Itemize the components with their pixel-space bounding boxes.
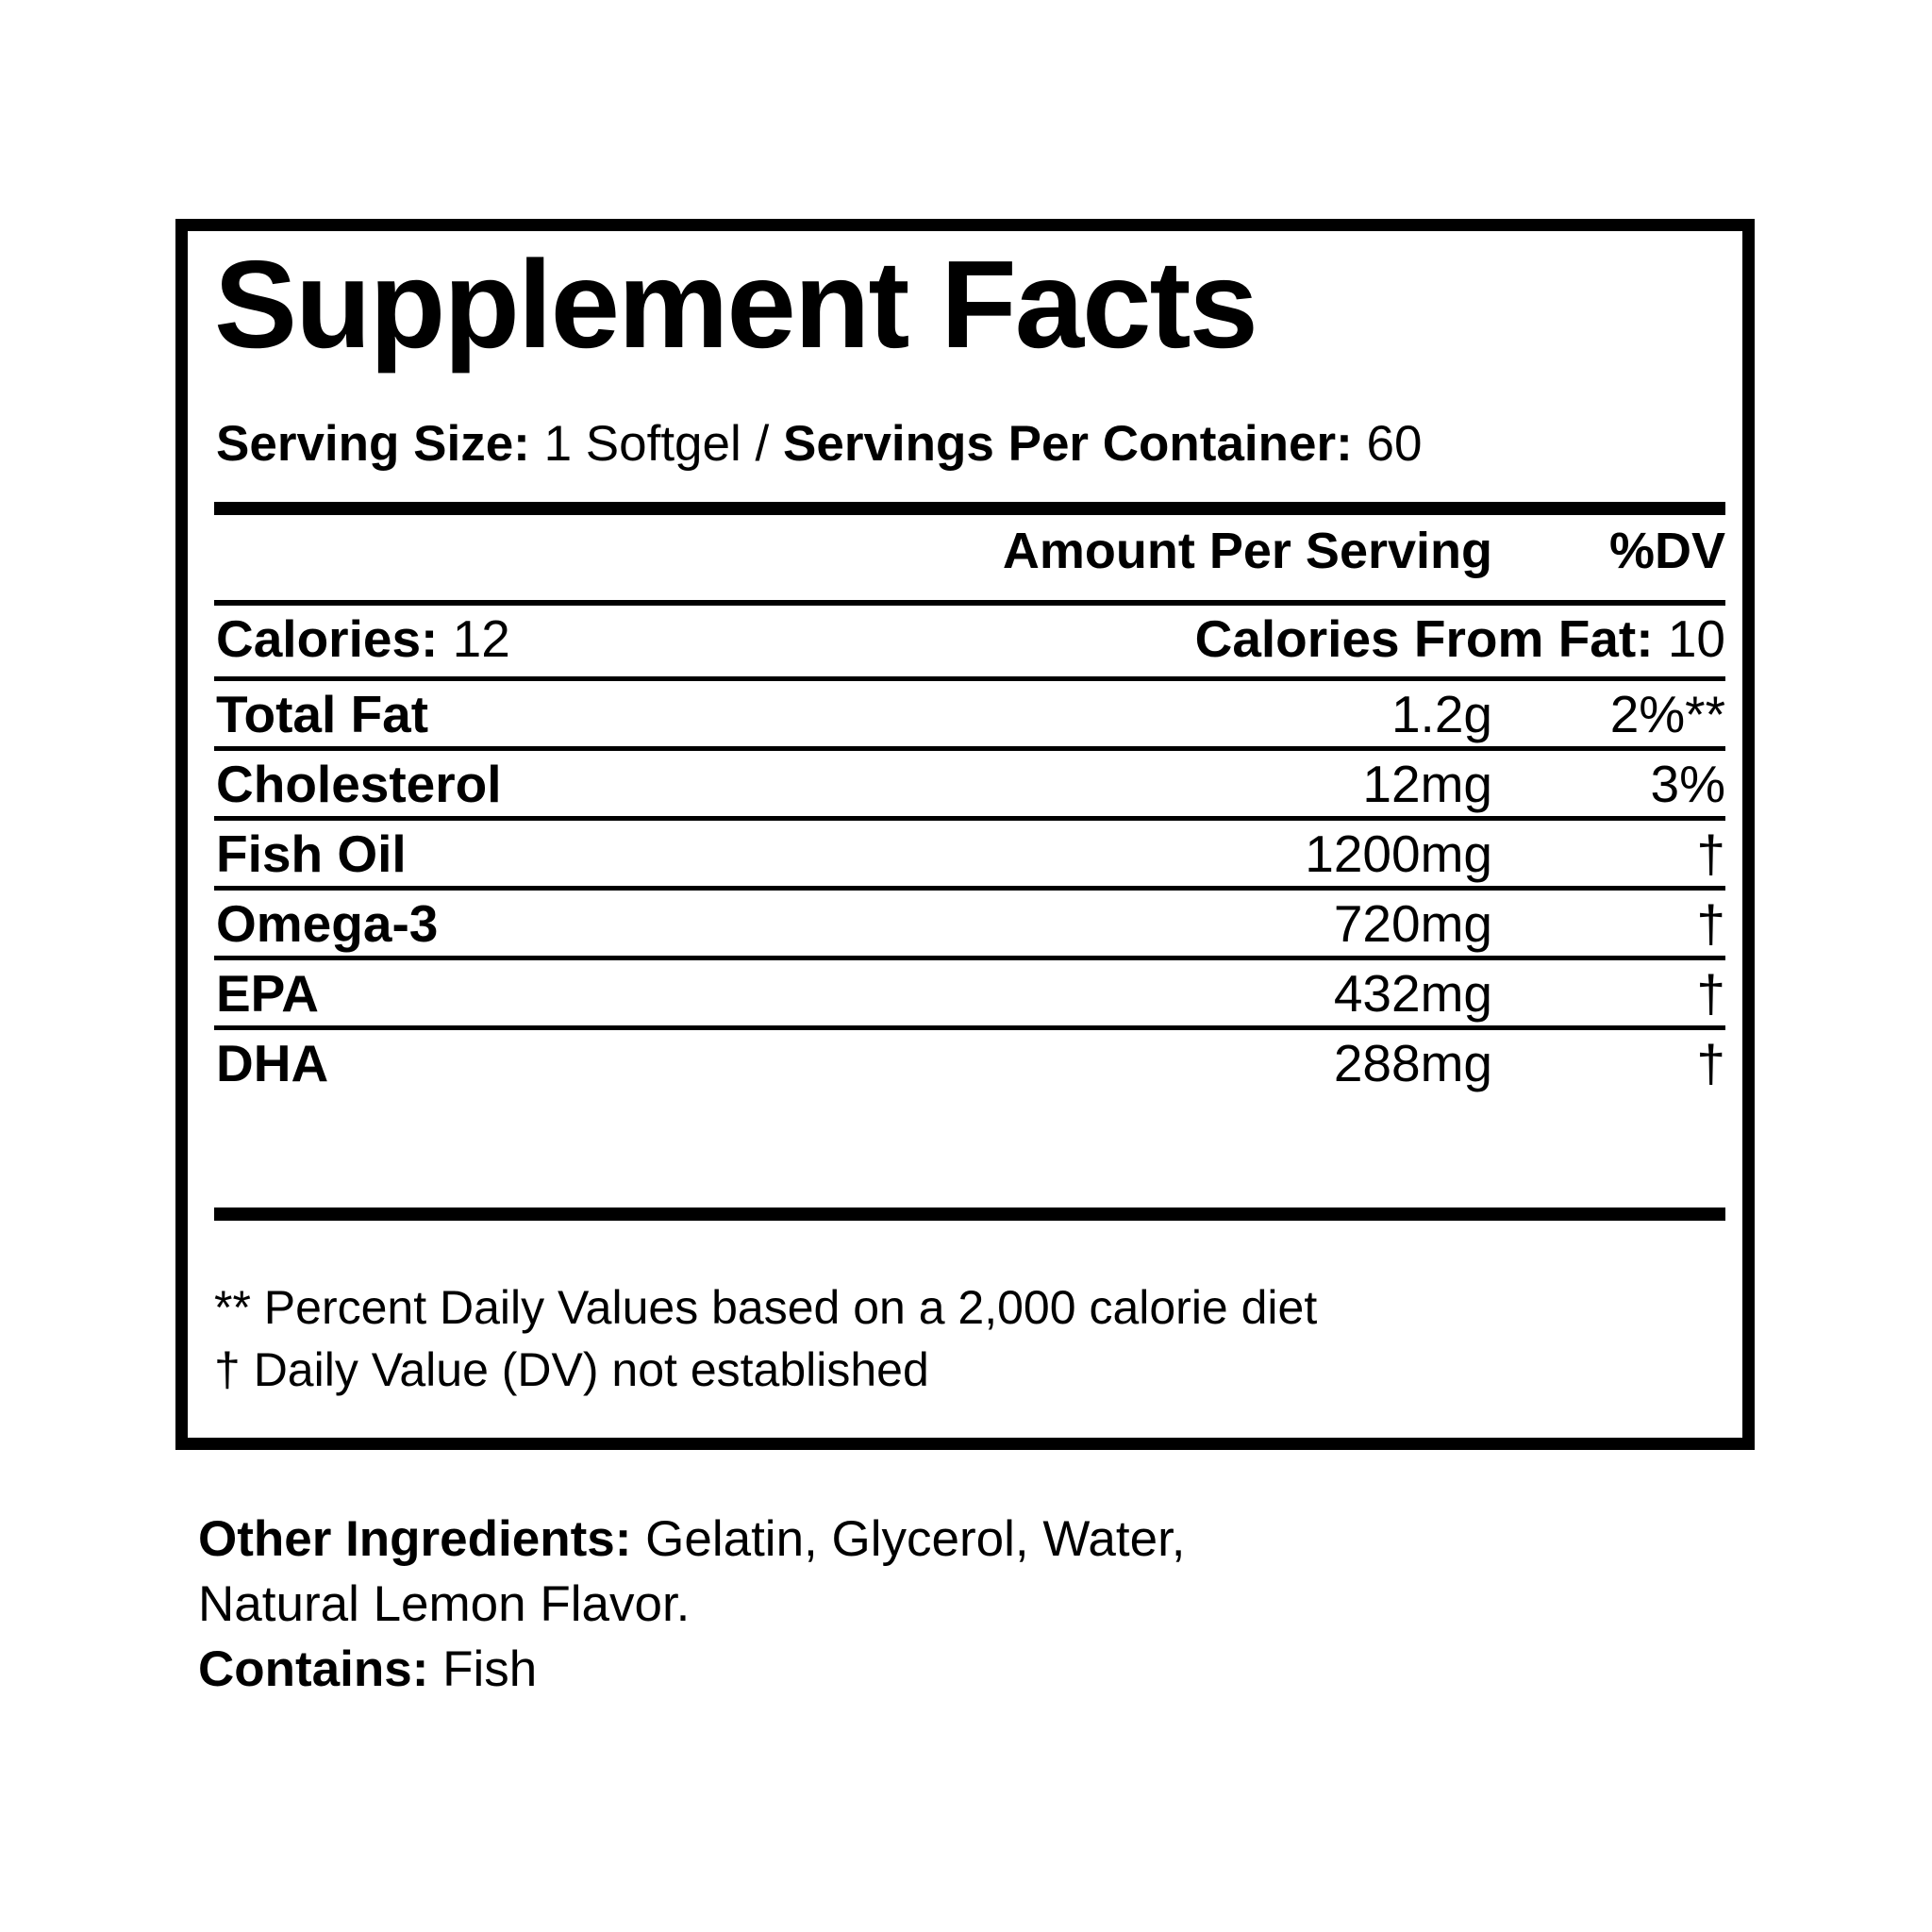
- table-row: EPA 432mg †: [214, 963, 1725, 1025]
- calories-from-fat-value: 10: [1667, 609, 1725, 668]
- serving-size-value: 1 Softgel: [543, 416, 741, 472]
- calories-label: Calories:: [216, 609, 439, 668]
- contains-value: Fish: [442, 1641, 538, 1697]
- page-title: Supplement Facts: [214, 235, 1258, 374]
- nutrient-amount: 1.2g: [1391, 685, 1492, 743]
- rule-above-footnotes: [214, 1208, 1725, 1221]
- contains-label: Contains:: [198, 1641, 429, 1697]
- serving-separator: /: [755, 416, 770, 472]
- row-separator: [214, 956, 1725, 960]
- row-separator: [214, 746, 1725, 751]
- table-row-calories: Calories: 12 Calories From Fat: 10: [214, 608, 1725, 678]
- servings-per-container-label: Servings Per Container:: [783, 416, 1353, 472]
- other-ingredients-value-line-1: Gelatin, Glycerol, Water,: [645, 1511, 1186, 1567]
- table-row: Cholesterol 12mg 3%: [214, 754, 1725, 816]
- nutrient-amount: 720mg: [1333, 894, 1492, 953]
- servings-per-container-value: 60: [1366, 416, 1423, 472]
- facts-panel-inner: Supplement Facts Serving Size: 1 Softgel…: [214, 231, 1725, 1438]
- nutrient-dv: †: [1696, 824, 1725, 883]
- calories-from-fat-group: Calories From Fat: 10: [1195, 608, 1725, 669]
- table-row: Fish Oil 1200mg †: [214, 824, 1725, 886]
- nutrient-amount: 1200mg: [1305, 824, 1492, 883]
- footnote-dv-not-established: † Daily Value (DV) not established: [214, 1343, 929, 1396]
- nutrient-name: DHA: [216, 1034, 329, 1092]
- serving-size-label: Serving Size:: [216, 416, 530, 472]
- nutrient-dv: 2%**: [1609, 685, 1725, 743]
- nutrient-amount: 288mg: [1333, 1034, 1492, 1092]
- table-row: Total Fat 1.2g 2%**: [214, 684, 1725, 746]
- calories-from-fat-label: Calories From Fat:: [1194, 609, 1654, 668]
- nutrient-name: EPA: [216, 964, 320, 1023]
- ingredients-block: Other Ingredients: Gelatin, Glycerol, Wa…: [198, 1507, 1764, 1703]
- rule-under-serving: [214, 502, 1725, 515]
- contains-line: Contains: Fish: [198, 1638, 1764, 1703]
- nutrient-name: Total Fat: [216, 685, 429, 743]
- nutrient-dv: †: [1696, 1034, 1725, 1092]
- facts-panel: Supplement Facts Serving Size: 1 Softgel…: [175, 219, 1755, 1450]
- table-row: DHA 288mg †: [214, 1033, 1725, 1095]
- table-row: Omega-3 720mg †: [214, 893, 1725, 956]
- nutrient-dv: 3%: [1650, 755, 1726, 813]
- rule-under-calories: [214, 676, 1725, 681]
- nutrient-name: Cholesterol: [216, 755, 502, 813]
- column-header-percent-dv: %DV: [1608, 523, 1725, 579]
- footnotes-block: ** Percent Daily Values based on a 2,000…: [214, 1276, 1725, 1401]
- calories-value: 12: [452, 609, 510, 668]
- column-header-amount-per-serving: Amount Per Serving: [1002, 523, 1492, 579]
- nutrient-name: Fish Oil: [216, 824, 407, 883]
- other-ingredients-label: Other Ingredients:: [198, 1511, 632, 1567]
- calories-left-group: Calories: 12: [216, 608, 510, 669]
- nutrient-name: Omega-3: [216, 894, 439, 953]
- row-separator: [214, 1025, 1725, 1030]
- nutrient-amount: 12mg: [1362, 755, 1492, 813]
- nutrient-amount: 432mg: [1333, 964, 1492, 1023]
- other-ingredients-line-1: Other Ingredients: Gelatin, Glycerol, Wa…: [198, 1507, 1764, 1573]
- row-separator: [214, 816, 1725, 821]
- rule-under-table-header: [214, 600, 1725, 606]
- table-header-row: Amount Per Serving %DV: [214, 522, 1725, 593]
- nutrient-dv: †: [1696, 964, 1725, 1023]
- footnote-percent-daily-values: ** Percent Daily Values based on a 2,000…: [214, 1281, 1318, 1334]
- row-separator: [214, 886, 1725, 891]
- nutrient-dv: †: [1696, 894, 1725, 953]
- serving-info-line: Serving Size: 1 Softgel / Servings Per C…: [216, 418, 1422, 471]
- other-ingredients-value-line-2: Natural Lemon Flavor.: [198, 1575, 691, 1632]
